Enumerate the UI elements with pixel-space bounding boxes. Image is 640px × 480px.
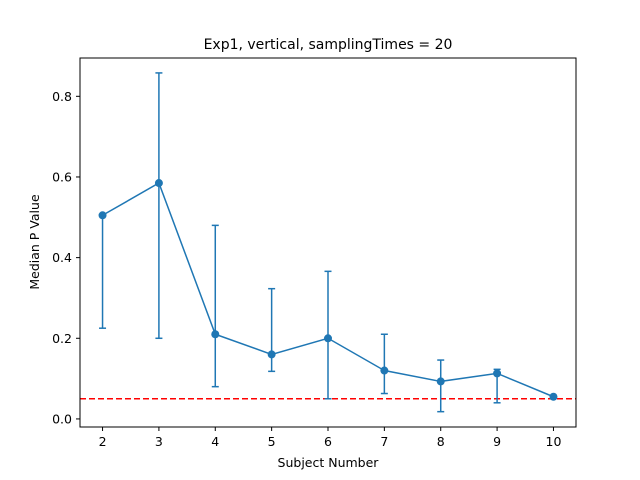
y-tick-label: 0.2 bbox=[52, 331, 72, 346]
y-ticks: 0.0 0.2 0.4 0.6 0.8 bbox=[52, 89, 80, 426]
error-bar bbox=[437, 359, 445, 413]
y-tick-label: 0.6 bbox=[52, 169, 72, 184]
data-point bbox=[211, 330, 220, 339]
data-point bbox=[154, 179, 163, 188]
y-tick-label: 0.4 bbox=[52, 250, 72, 265]
error-bar bbox=[211, 224, 219, 388]
data-point bbox=[436, 377, 445, 386]
data-point bbox=[267, 350, 276, 359]
x-tick-label: 4 bbox=[211, 434, 219, 449]
data-point bbox=[324, 334, 332, 343]
data-point bbox=[549, 392, 558, 401]
data-point bbox=[493, 369, 502, 378]
data-point bbox=[380, 366, 389, 375]
x-tick-label: 2 bbox=[99, 434, 107, 449]
error-bar bbox=[155, 72, 163, 340]
x-tick-label: 3 bbox=[155, 434, 163, 449]
error-bar bbox=[99, 214, 107, 329]
x-tick-label: 7 bbox=[380, 434, 388, 449]
x-tick-label: 9 bbox=[493, 434, 501, 449]
y-axis-label: Median P Value bbox=[27, 194, 42, 290]
y-tick-label: 0.0 bbox=[52, 411, 72, 426]
error-bar bbox=[380, 333, 388, 395]
y-tick-label: 0.8 bbox=[52, 89, 72, 104]
x-tick-label: 10 bbox=[546, 434, 562, 449]
x-tick-label: 6 bbox=[324, 434, 332, 449]
x-tick-label: 5 bbox=[268, 434, 276, 449]
error-bar bbox=[268, 287, 276, 373]
plot-area bbox=[80, 72, 576, 413]
x-axis-label: Subject Number bbox=[278, 455, 380, 470]
x-tick-label: 8 bbox=[437, 434, 445, 449]
data-point bbox=[98, 211, 107, 220]
x-ticks: 2 3 4 5 6 7 8 9 10 bbox=[99, 427, 562, 449]
chart-title: Exp1, vertical, samplingTimes = 20 bbox=[204, 37, 453, 53]
